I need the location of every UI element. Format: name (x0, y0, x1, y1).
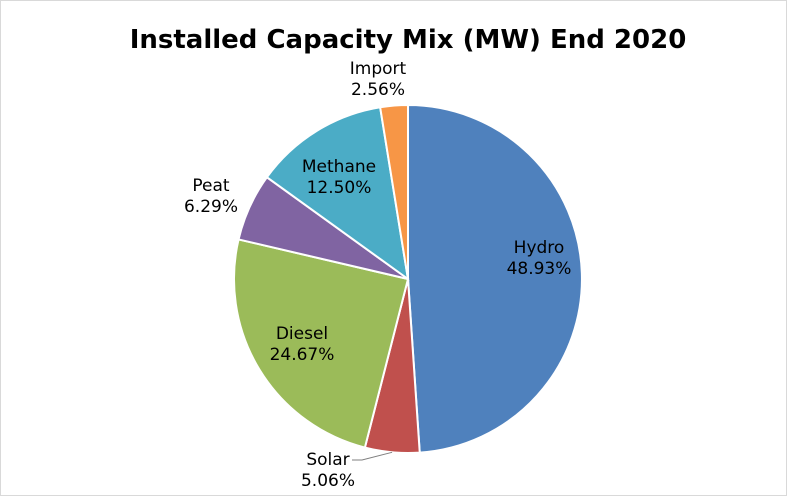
pie-slice-diesel (233, 238, 410, 449)
leader-lines (352, 451, 393, 461)
leader-line-solar (352, 451, 393, 461)
pie-slice-import (378, 103, 409, 280)
pie-slice-hydro (407, 103, 583, 454)
slice-label-hydro: Hydro 48.93% (507, 238, 572, 279)
slice-label-peat: Peat 6.29% (184, 176, 238, 217)
slice-label-methane: Methane 12.50% (302, 157, 376, 198)
slice-label-import: Import 2.56% (350, 59, 407, 100)
slice-labels: Hydro 48.93% Solar 5.06% Diesel 24.67% Peat 6.2… (184, 59, 571, 491)
pie-slice-methane (265, 106, 410, 282)
slice-label-diesel: Diesel 24.67% (270, 324, 335, 365)
slice-label-solar: Solar 5.06% (301, 450, 355, 491)
chart-title: Installed Capacity Mix (MW) End 2020 (130, 25, 687, 55)
pie-slices (233, 103, 583, 454)
